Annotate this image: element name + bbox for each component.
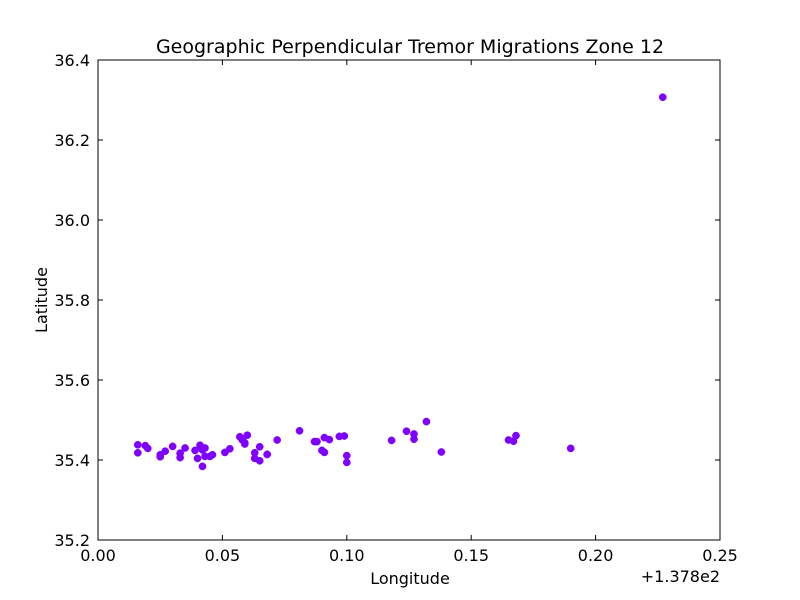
y-tick-label: 36.4 (54, 51, 90, 70)
data-point-6 (156, 452, 165, 461)
data-point-41 (325, 435, 334, 444)
y-axis-label: Latitude (32, 267, 51, 333)
data-point-10 (176, 449, 184, 458)
data-point-12 (191, 446, 199, 455)
data-point-30 (255, 456, 264, 465)
x-tick-label: 0.10 (329, 546, 365, 565)
data-point-7 (161, 447, 170, 456)
data-point-31 (255, 442, 264, 451)
data-point-1 (133, 440, 142, 449)
data-point-27 (243, 431, 252, 440)
data-point-54 (512, 431, 520, 440)
x-axis-offset-label: +1.378e2 (641, 567, 720, 586)
data-point-46 (387, 436, 396, 445)
y-tick-label: 35.8 (54, 291, 90, 310)
data-point-8 (168, 442, 177, 451)
data-point-33 (263, 450, 272, 459)
data-point-49 (410, 435, 418, 444)
chart-title: Geographic Perpendicular Tremor Migratio… (156, 36, 664, 58)
data-point-37 (313, 437, 321, 446)
data-point-44 (342, 451, 351, 460)
data-point-29 (250, 448, 259, 457)
data-point-22 (226, 444, 234, 453)
axis-ticks: 0.00 0.05 0.10 0.15 0.20 0.25 35.2 35.4 35.6 35.8… (54, 51, 737, 565)
data-point-20 (208, 450, 217, 459)
data-point-55 (566, 444, 575, 453)
data-points (133, 93, 667, 471)
data-point-45 (342, 458, 351, 467)
data-point-47 (402, 427, 411, 436)
x-tick-label: 0.05 (205, 546, 241, 565)
data-point-13 (193, 454, 202, 463)
data-point-50 (422, 417, 431, 426)
x-tick-label: 0.25 (702, 546, 738, 565)
data-point-18 (198, 462, 207, 471)
data-point-56 (658, 93, 667, 102)
x-tick-label: 0.00 (80, 546, 116, 565)
x-axis-label: Longitude (370, 569, 450, 588)
data-point-43 (340, 432, 349, 440)
data-point-16 (201, 444, 209, 452)
y-tick-label: 36.2 (54, 131, 90, 150)
data-point-26 (240, 440, 249, 448)
data-point-2 (133, 448, 142, 457)
y-tick-label: 35.2 (54, 531, 90, 550)
data-point-35 (295, 426, 304, 435)
data-point-4 (143, 444, 152, 453)
data-point-51 (437, 448, 446, 456)
data-point-11 (181, 444, 189, 452)
y-tick-label: 36.0 (54, 211, 90, 230)
y-tick-label: 35.4 (54, 451, 90, 470)
x-tick-label: 0.15 (453, 546, 489, 565)
x-tick-label: 0.20 (578, 546, 614, 565)
data-point-34 (273, 436, 281, 444)
y-tick-label: 35.6 (54, 371, 90, 390)
data-point-40 (320, 448, 329, 457)
